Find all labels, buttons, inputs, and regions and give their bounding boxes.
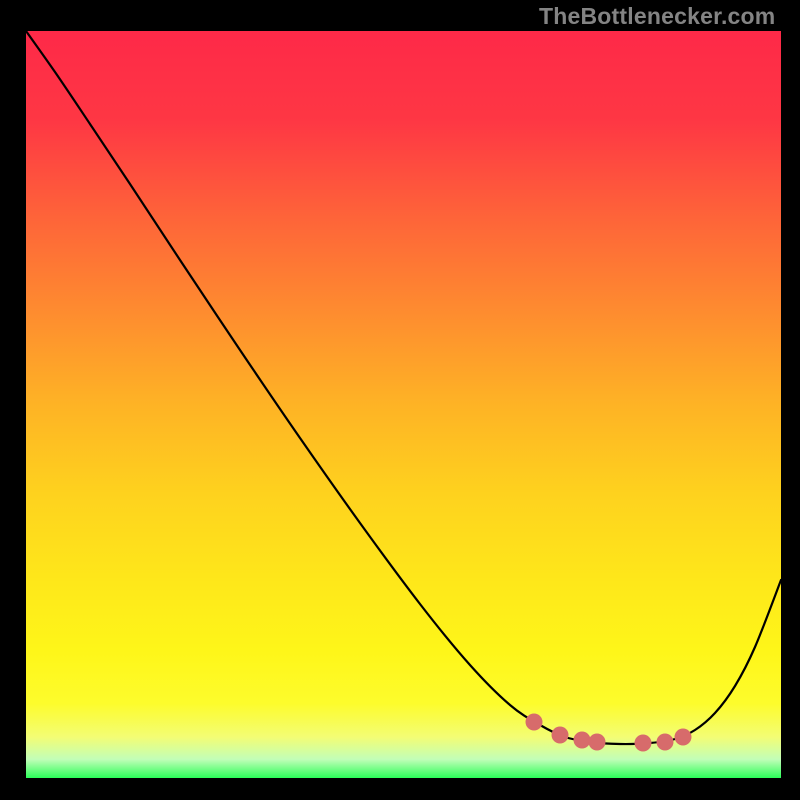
optimal-zone-marker bbox=[589, 734, 606, 751]
optimal-zone-marker bbox=[552, 727, 569, 744]
watermark-text: TheBottlenecker.com bbox=[539, 3, 775, 30]
optimal-zone-marker bbox=[657, 734, 674, 751]
chart-overlay bbox=[0, 0, 800, 800]
optimal-zone-marker bbox=[574, 732, 591, 749]
optimal-zone-marker bbox=[635, 735, 652, 752]
optimal-zone-marker bbox=[675, 729, 692, 746]
bottleneck-curve bbox=[26, 31, 781, 744]
optimal-zone-marker bbox=[526, 714, 543, 731]
